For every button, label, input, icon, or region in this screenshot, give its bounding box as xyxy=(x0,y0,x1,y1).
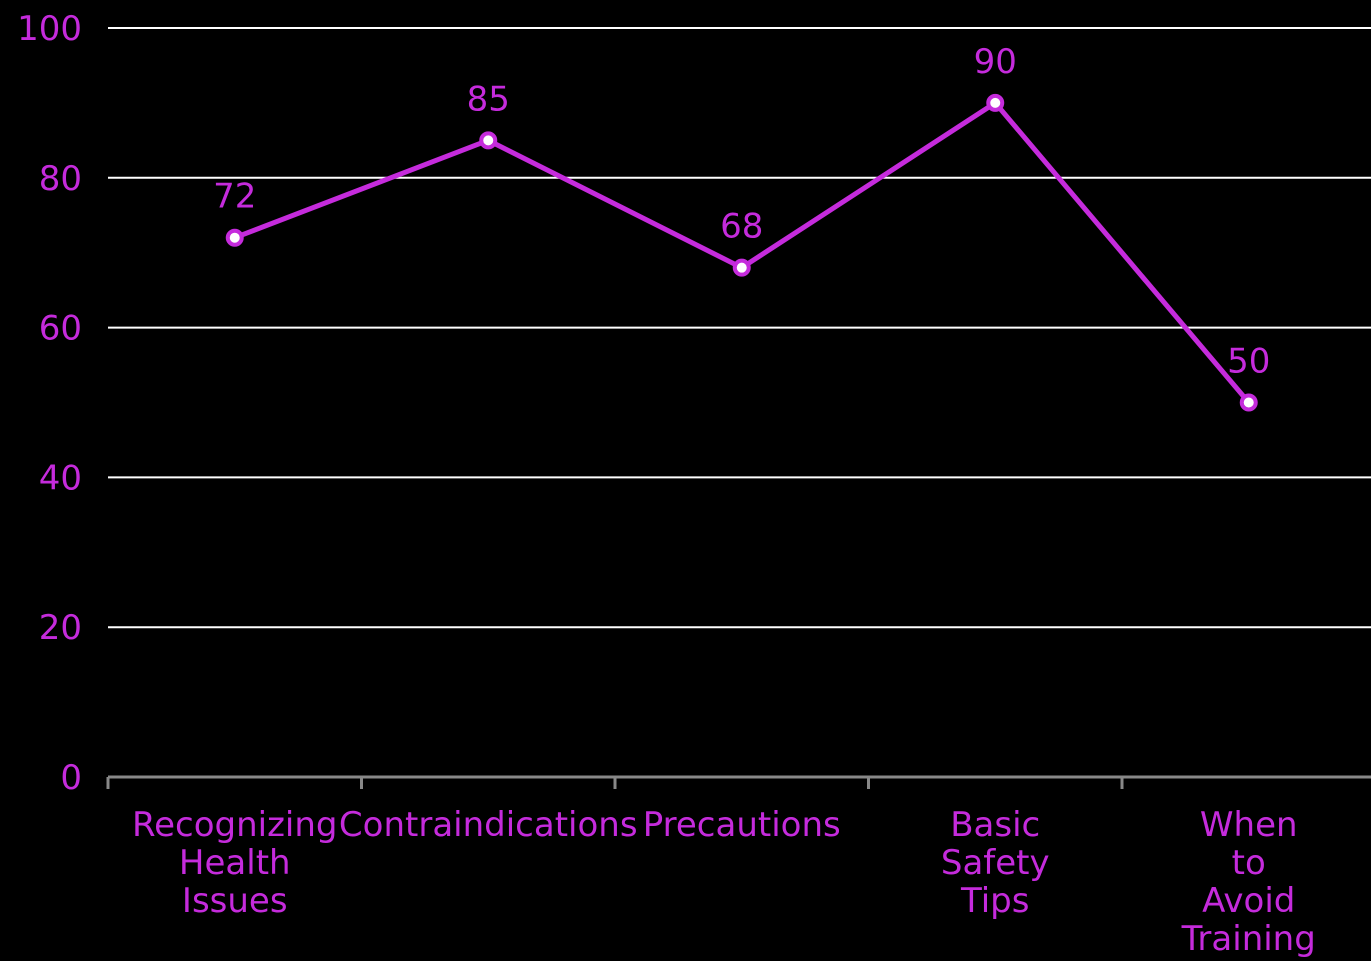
x-tick-label: Contraindications xyxy=(339,805,638,845)
x-tick-label-line: When xyxy=(1200,805,1298,845)
x-tick-label: Precautions xyxy=(643,805,841,845)
x-tick-label-line: Basic xyxy=(950,805,1040,845)
series-line xyxy=(233,100,1251,405)
y-tick-label: 40 xyxy=(39,458,82,498)
data-point xyxy=(1239,393,1258,412)
data-point xyxy=(986,93,1005,112)
y-tick-label: 60 xyxy=(39,309,82,349)
y-tick-label: 80 xyxy=(39,159,82,199)
data-label: 68 xyxy=(720,207,763,247)
data-point xyxy=(225,228,244,247)
x-tick-label-line: Recognizing xyxy=(132,805,338,845)
y-tick-label: 20 xyxy=(39,608,82,648)
data-points xyxy=(225,93,1258,412)
data-label: 90 xyxy=(974,42,1017,82)
series-line-path xyxy=(233,100,1251,405)
x-tick-label-line: Safety xyxy=(941,843,1050,883)
data-point xyxy=(479,131,498,150)
data-label: 85 xyxy=(467,79,510,119)
gridlines xyxy=(108,27,1371,629)
data-label: 72 xyxy=(213,177,256,217)
x-tick-label-line: Contraindications xyxy=(339,805,638,845)
data-labels: 72 85 68 90 50 xyxy=(213,42,1270,382)
x-tick-label-line: Health xyxy=(179,843,291,883)
x-axis: Recognizing Health IssuesContraindications… xyxy=(106,775,1371,959)
x-tick-label: Basic Safety Tips xyxy=(941,805,1050,921)
x-tick-label-line: Training xyxy=(1181,919,1316,959)
y-tick-label: 100 xyxy=(17,9,82,49)
y-axis: 0 20 40 60 80 100 xyxy=(17,9,82,798)
data-label: 50 xyxy=(1227,342,1270,382)
x-tick-label: When to Avoid Training xyxy=(1181,805,1316,959)
y-tick-label: 0 xyxy=(60,758,82,798)
x-tick-label-line: Issues xyxy=(182,881,288,921)
x-tick-label-line: Precautions xyxy=(643,805,841,845)
x-tick-label-line: Avoid xyxy=(1202,881,1295,921)
data-point xyxy=(732,258,751,277)
x-tick-label: Recognizing Health Issues xyxy=(132,805,338,921)
x-tick-label-line: to xyxy=(1232,843,1266,883)
x-tick-label-line: Tips xyxy=(960,881,1029,921)
